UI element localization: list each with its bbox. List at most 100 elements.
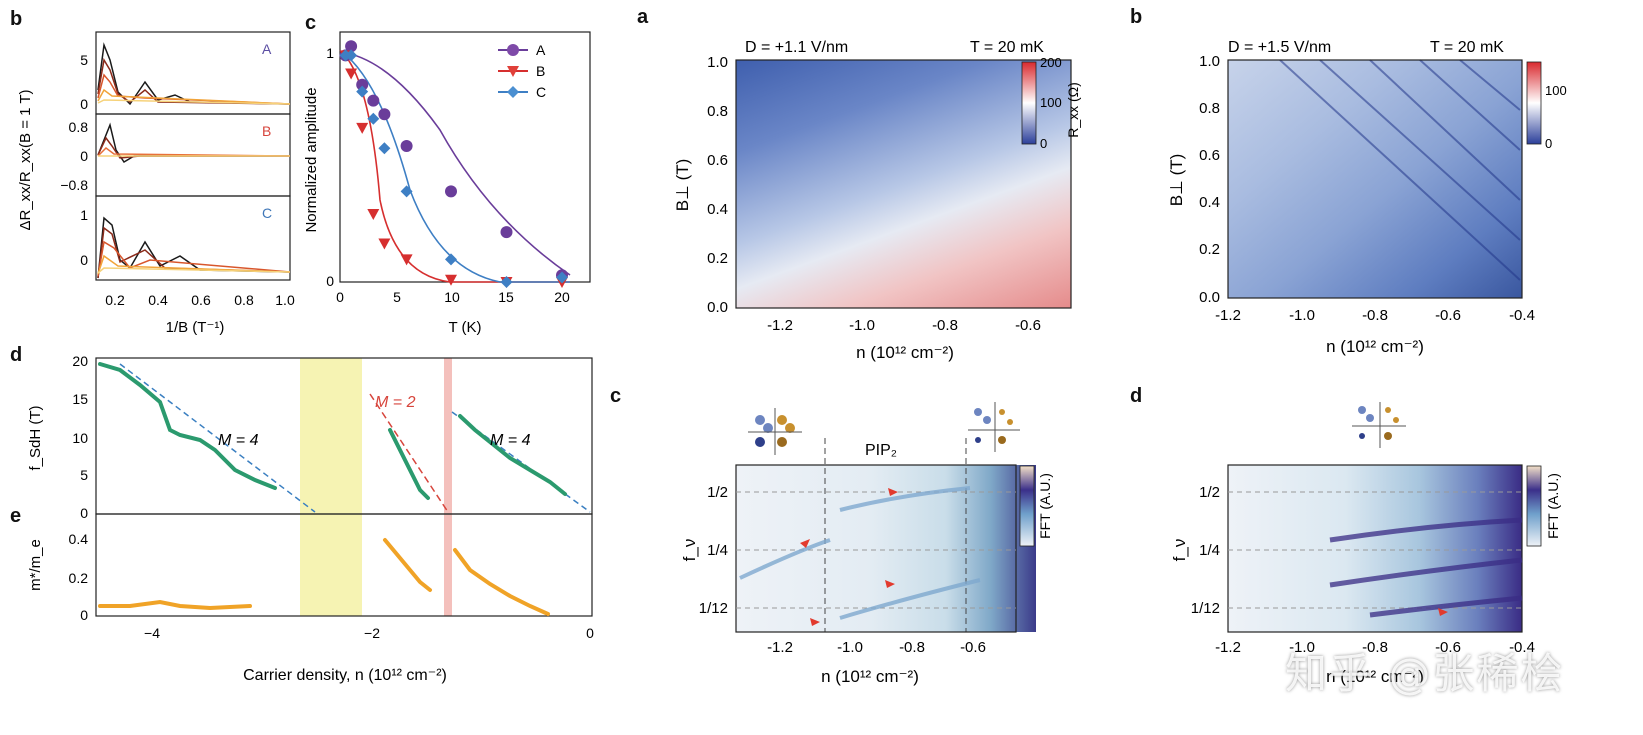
- panel-d-ylabel: f_SdH (T): [27, 405, 44, 470]
- ytick-a-5: 5: [80, 52, 88, 68]
- panel-c-xlabel: T (K): [448, 319, 481, 336]
- dtick-10: 10: [72, 430, 88, 446]
- cbar-a-100: 100: [1040, 95, 1062, 110]
- a-xtick-m12: -1.2: [767, 317, 793, 334]
- a-ytick-10: 1.0: [707, 54, 728, 71]
- d-xtick-m08: -0.8: [1362, 639, 1388, 656]
- point-a-6: [445, 185, 457, 198]
- panel-a-heatmap: [736, 60, 1071, 308]
- c-ytick-quarter: 1/4: [707, 542, 728, 559]
- point-a-2: [356, 78, 369, 91]
- panel-a-label: a: [637, 6, 649, 28]
- ytick-b-m08: −0.8: [60, 177, 88, 193]
- xtick-20: 20: [554, 289, 570, 305]
- panel-a-axes: D = +1.1 V/nm T = 20 mK 1.0 0.8 0.6 0.4 …: [673, 39, 1081, 362]
- tag-a: A: [262, 41, 272, 57]
- panel-b-right-axes: D = +1.5 V/nm T = 20 mK 1.0 0.8 0.6 0.4 …: [1167, 39, 1567, 356]
- point-a-3: [367, 94, 380, 107]
- cbar-b-100: 100: [1545, 83, 1567, 98]
- annot-m4-left: M = 4: [218, 432, 259, 449]
- point-c-7: [500, 276, 513, 288]
- panel-c-right-ylabel: f_ν: [680, 539, 699, 562]
- xtick-04: 0.4: [148, 292, 168, 308]
- annot-m2: M = 2: [375, 394, 416, 411]
- c-xtick-m06: -0.6: [960, 639, 986, 656]
- cbar-c-label: FFT (A.U.): [1037, 473, 1053, 539]
- ytick-1: 1: [326, 45, 334, 61]
- panel-b-xlabel: 1/B (T⁻¹): [166, 319, 225, 336]
- panel-c-right-label: c: [610, 385, 622, 407]
- xtick-5: 5: [393, 289, 401, 305]
- b-ytick-02: 0.2: [1199, 241, 1220, 258]
- panel-c-amplitude-chart: A B C 0 5 10 15 20 0 1 T (K) Normalized …: [303, 31, 591, 336]
- xtick-10: 1.0: [275, 292, 295, 308]
- panel-b-right-ylabel: B⊥ (T): [1167, 154, 1186, 207]
- panel-b-label: b: [10, 8, 23, 30]
- d-xtick-m06: -0.6: [1435, 639, 1461, 656]
- ytick-0: 0: [326, 273, 334, 289]
- panel-b-oscillations: A B C 5 0 0.8 0 −0.8 1 0 0.2 0.4 0.6 0.8…: [17, 31, 295, 336]
- panel-c-ylabel: Normalized amplitude: [303, 87, 320, 232]
- dtick-20: 20: [72, 353, 88, 369]
- xtick-02: 0.2: [105, 292, 125, 308]
- a-xtick-m10: -1.0: [849, 317, 875, 334]
- xtick-15: 15: [498, 289, 514, 305]
- legend-b: B: [536, 63, 545, 79]
- point-a-4: [378, 108, 391, 121]
- point-c-2: [356, 85, 369, 98]
- b-ytick-06: 0.6: [1199, 147, 1220, 164]
- dtick-15: 15: [72, 391, 88, 407]
- etick-04: 0.4: [69, 531, 89, 547]
- b-ytick-00: 0.0: [1199, 289, 1220, 306]
- point-b-3: [367, 209, 380, 220]
- a-ytick-04: 0.4: [707, 201, 728, 218]
- point-b-5: [400, 254, 413, 266]
- b-xtick-m08: -0.8: [1362, 307, 1388, 324]
- panel-d-right-axes: 1/2 1/4 1/12 -1.2 -1.0 -0.8 -0.6 -0.4 n …: [1170, 402, 1561, 686]
- ytick-a-0: 0: [80, 96, 88, 112]
- panel-b-ylabel: ΔR_xx/R_xx(B = 1 T): [17, 89, 34, 230]
- cbar-a-200: 200: [1040, 55, 1062, 70]
- b-ytick-04: 0.4: [1199, 194, 1220, 211]
- a-xtick-m06: -0.6: [1015, 317, 1041, 334]
- panel-b-right-d: D = +1.5 V/nm: [1228, 39, 1331, 56]
- d-ytick-twelfth: 1/12: [1191, 600, 1220, 617]
- cbar-d-label: FFT (A.U.): [1545, 473, 1561, 539]
- panel-d-right-ylabel: f_ν: [1170, 539, 1189, 562]
- panel-e-label: e: [10, 505, 22, 527]
- cbar-a-label: R_xx (Ω): [1065, 82, 1081, 138]
- panel-d-right-xlabel: n (10¹² cm⁻²): [1326, 667, 1424, 686]
- ytick-c-0: 0: [80, 252, 88, 268]
- point-c-3: [367, 112, 380, 125]
- b-xtick-m04: -0.4: [1509, 307, 1535, 324]
- cbar-b-0: 0: [1545, 136, 1552, 151]
- a-ytick-08: 0.8: [707, 103, 728, 120]
- c-xtick-m10: -1.0: [837, 639, 863, 656]
- point-c-5: [400, 185, 413, 198]
- b-xtick-m10: -1.0: [1289, 307, 1315, 324]
- panel-b-right-xlabel: n (10¹² cm⁻²): [1326, 337, 1424, 356]
- etick-02: 0.2: [69, 570, 89, 586]
- b-ytick-08: 0.8: [1199, 100, 1220, 117]
- d-xtick-m04: -0.4: [1509, 639, 1535, 656]
- point-c-4: [378, 142, 391, 155]
- extick-m2: −2: [364, 625, 380, 641]
- annot-m4-right: M = 4: [490, 432, 531, 449]
- extick-0: 0: [586, 625, 594, 641]
- point-c-8: [556, 271, 568, 284]
- panel-c-right-axes: PIP₂ 1/2 1/4 1/12 -1.2 -1.0 -0.8 -0.6 n …: [680, 402, 1053, 686]
- xtick-06: 0.6: [191, 292, 211, 308]
- legend-c: C: [536, 84, 546, 100]
- ytick-b-0: 0: [80, 148, 88, 164]
- tag-c: C: [262, 205, 272, 221]
- xtick-08: 0.8: [234, 292, 254, 308]
- point-c-1: [345, 49, 358, 62]
- dtick-5: 5: [80, 467, 88, 483]
- a-ytick-00: 0.0: [707, 299, 728, 316]
- panel-a-xlabel: n (10¹² cm⁻²): [856, 343, 954, 362]
- a-xtick-m08: -0.8: [932, 317, 958, 334]
- etick-0: 0: [80, 607, 88, 623]
- region-pip2: PIP₂: [865, 442, 897, 459]
- c-ytick-twelfth: 1/12: [699, 600, 728, 617]
- dtick-0: 0: [80, 505, 88, 521]
